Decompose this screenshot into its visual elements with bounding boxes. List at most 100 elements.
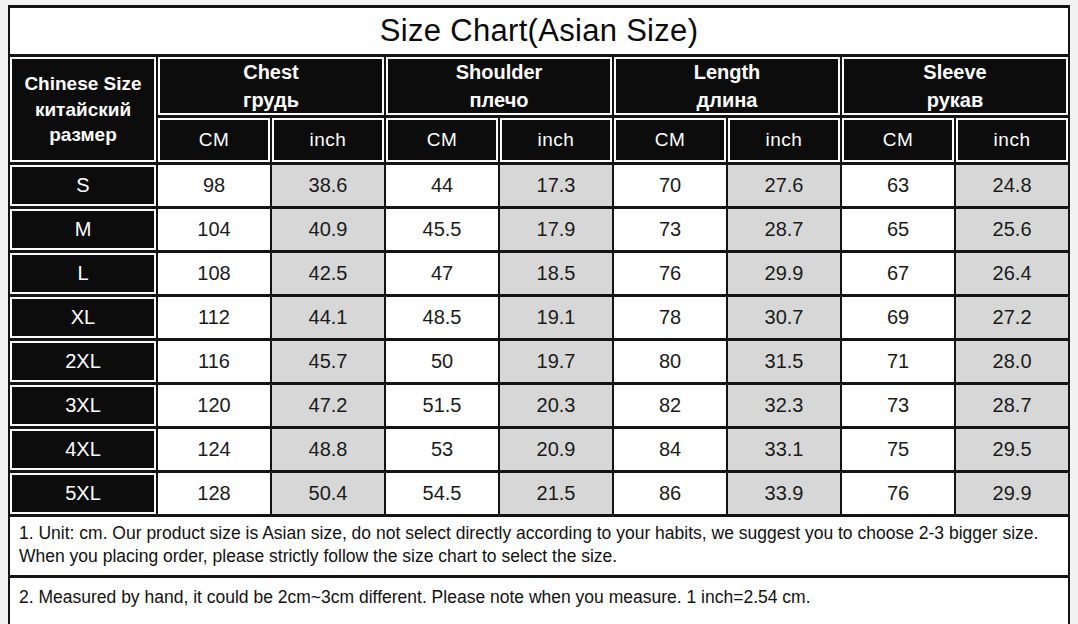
value-cell: 44 xyxy=(385,164,499,208)
value-cell: 80 xyxy=(613,340,727,384)
value-cell: 28.0 xyxy=(955,340,1069,384)
size-column-header-ru: китайский размер xyxy=(35,99,131,146)
size-column-header: Chinese Size китайский размер xyxy=(9,56,157,164)
value-cell: 82 xyxy=(613,384,727,428)
value-cell: 29.9 xyxy=(727,252,841,296)
unit-header-row: CMinchCMinchCMinchCMinch xyxy=(9,117,1069,164)
value-cell: 40.9 xyxy=(271,208,385,252)
value-cell: 63 xyxy=(841,164,955,208)
group-header-sleeve: Sleeve рукав xyxy=(841,56,1069,117)
value-cell: 76 xyxy=(613,252,727,296)
value-cell: 19.1 xyxy=(499,296,613,340)
group-label-en: Length xyxy=(694,61,761,83)
value-cell: 44.1 xyxy=(271,296,385,340)
value-cell: 78 xyxy=(613,296,727,340)
value-cell: 54.5 xyxy=(385,472,499,516)
value-cell: 29.9 xyxy=(955,472,1069,516)
note-1: 1. Unit: cm. Our product size is Asian s… xyxy=(9,516,1069,577)
value-cell: 25.6 xyxy=(955,208,1069,252)
value-cell: 108 xyxy=(157,252,271,296)
value-cell: 48.5 xyxy=(385,296,499,340)
table-row: 2XL11645.75019.78031.57128.0 xyxy=(9,340,1069,384)
value-cell: 75 xyxy=(841,428,955,472)
value-cell: 50 xyxy=(385,340,499,384)
value-cell: 69 xyxy=(841,296,955,340)
note-2: 2. Measured by hand, it could be 2cm~3cm… xyxy=(9,577,1069,624)
value-cell: 26.4 xyxy=(955,252,1069,296)
group-label-ru: плечо xyxy=(470,89,529,111)
value-cell: 20.3 xyxy=(499,384,613,428)
value-cell: 24.8 xyxy=(955,164,1069,208)
table-body: S9838.64417.37027.66324.8M10440.945.517.… xyxy=(9,164,1069,624)
size-label-cell: 2XL xyxy=(9,340,157,384)
value-cell: 73 xyxy=(841,384,955,428)
value-cell: 45.7 xyxy=(271,340,385,384)
size-label-cell: 5XL xyxy=(9,472,157,516)
value-cell: 38.6 xyxy=(271,164,385,208)
unit-header-shoulder-inch: inch xyxy=(499,117,613,164)
value-cell: 32.3 xyxy=(727,384,841,428)
title-row: Size Chart(Asian Size) xyxy=(9,7,1069,56)
value-cell: 33.1 xyxy=(727,428,841,472)
value-cell: 29.5 xyxy=(955,428,1069,472)
value-cell: 30.7 xyxy=(727,296,841,340)
unit-header-chest-cm: CM xyxy=(157,117,271,164)
group-label-ru: грудь xyxy=(243,89,299,111)
value-cell: 120 xyxy=(157,384,271,428)
value-cell: 70 xyxy=(613,164,727,208)
table-row: XL11244.148.519.17830.76927.2 xyxy=(9,296,1069,340)
value-cell: 27.2 xyxy=(955,296,1069,340)
group-label-en: Sleeve xyxy=(923,61,986,83)
value-cell: 53 xyxy=(385,428,499,472)
value-cell: 28.7 xyxy=(955,384,1069,428)
size-label-cell: 3XL xyxy=(9,384,157,428)
size-label-cell: XL xyxy=(9,296,157,340)
size-label-cell: M xyxy=(9,208,157,252)
value-cell: 47.2 xyxy=(271,384,385,428)
table-row: S9838.64417.37027.66324.8 xyxy=(9,164,1069,208)
value-cell: 84 xyxy=(613,428,727,472)
size-label-cell: 4XL xyxy=(9,428,157,472)
unit-header-shoulder-cm: CM xyxy=(385,117,499,164)
value-cell: 86 xyxy=(613,472,727,516)
group-header-length: Length длина xyxy=(613,56,841,117)
value-cell: 31.5 xyxy=(727,340,841,384)
table-row: L10842.54718.57629.96726.4 xyxy=(9,252,1069,296)
value-cell: 20.9 xyxy=(499,428,613,472)
value-cell: 71 xyxy=(841,340,955,384)
value-cell: 76 xyxy=(841,472,955,516)
value-cell: 48.8 xyxy=(271,428,385,472)
group-header-shoulder: Shoulder плечо xyxy=(385,56,613,117)
group-label-ru: рукав xyxy=(927,89,984,111)
unit-header-length-cm: CM xyxy=(613,117,727,164)
chart-title: Size Chart(Asian Size) xyxy=(9,7,1069,56)
value-cell: 45.5 xyxy=(385,208,499,252)
value-cell: 18.5 xyxy=(499,252,613,296)
value-cell: 116 xyxy=(157,340,271,384)
table-row: 5XL12850.454.521.58633.97629.9 xyxy=(9,472,1069,516)
unit-header-sleeve-inch: inch xyxy=(955,117,1069,164)
value-cell: 47 xyxy=(385,252,499,296)
group-header-row: Chinese Sizeкитайский размерChestгрудьSh… xyxy=(9,56,1069,117)
value-cell: 128 xyxy=(157,472,271,516)
value-cell: 42.5 xyxy=(271,252,385,296)
value-cell: 124 xyxy=(157,428,271,472)
value-cell: 21.5 xyxy=(499,472,613,516)
note-row: 2. Measured by hand, it could be 2cm~3cm… xyxy=(9,577,1069,624)
size-chart-table: Size Chart(Asian Size) Chinese Size китай… xyxy=(8,5,1070,624)
value-cell: 104 xyxy=(157,208,271,252)
group-header-chest: Chest грудь xyxy=(157,56,385,117)
value-cell: 19.7 xyxy=(499,340,613,384)
group-label-en: Shoulder xyxy=(456,61,543,83)
group-label-ru: длина xyxy=(697,89,758,111)
size-label-cell: S xyxy=(9,164,157,208)
value-cell: 67 xyxy=(841,252,955,296)
value-cell: 17.3 xyxy=(499,164,613,208)
value-cell: 98 xyxy=(157,164,271,208)
note-row: 1. Unit: cm. Our product size is Asian s… xyxy=(9,516,1069,577)
size-column-header-en: Chinese Size xyxy=(24,73,141,94)
unit-header-sleeve-cm: CM xyxy=(841,117,955,164)
value-cell: 50.4 xyxy=(271,472,385,516)
group-label-en: Chest xyxy=(243,61,299,83)
value-cell: 27.6 xyxy=(727,164,841,208)
